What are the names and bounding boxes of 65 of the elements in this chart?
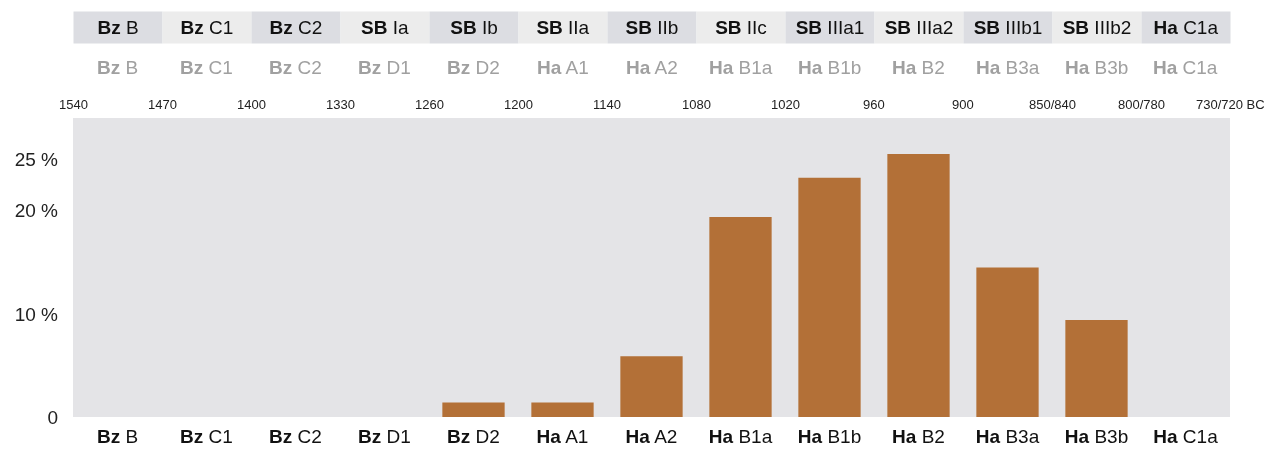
text: 1400 bbox=[237, 97, 266, 112]
x-tick-label: Ha B3b bbox=[1064, 426, 1129, 447]
text: Ha B3b bbox=[1065, 57, 1129, 78]
x-tick-label: Ha B1b bbox=[797, 426, 862, 447]
x-tick-label: Ha C1a bbox=[1153, 426, 1219, 447]
bar bbox=[798, 177, 861, 417]
y-tick-label: 10 % bbox=[14, 303, 59, 325]
text: Bz B bbox=[97, 17, 139, 38]
text: Ha B1b bbox=[798, 57, 862, 78]
text: 1200 bbox=[504, 97, 533, 112]
text: Ha A2 bbox=[626, 57, 678, 78]
x-tick-label: Bz D1 bbox=[358, 426, 411, 447]
text: SB Ia bbox=[361, 17, 409, 38]
bar bbox=[1065, 320, 1128, 417]
text: Ha B3a bbox=[976, 57, 1040, 78]
text: Ha A1 bbox=[537, 57, 589, 78]
y-tick-label: 25 % bbox=[14, 148, 59, 170]
text: SB Ib bbox=[450, 17, 498, 38]
text: SB IIIb2 bbox=[1062, 17, 1132, 38]
y-tick-label: 0 bbox=[47, 406, 58, 428]
text: 1020 bbox=[771, 97, 800, 112]
text: Ha C1a bbox=[1153, 17, 1219, 38]
text: 1330 bbox=[326, 97, 355, 112]
x-tick-label: Bz C1 bbox=[180, 426, 233, 447]
text: Ha B2 bbox=[892, 57, 945, 78]
bar bbox=[531, 402, 594, 417]
text: 1260 bbox=[415, 97, 444, 112]
text: Bz D2 bbox=[447, 57, 500, 78]
text: Bz B bbox=[97, 57, 139, 78]
x-tick-label: Ha B3a bbox=[975, 426, 1040, 447]
text: SB IIb bbox=[625, 17, 679, 38]
text: 800/780 bbox=[1118, 97, 1165, 112]
text: 730/720 BC bbox=[1196, 97, 1265, 112]
text: 850/840 bbox=[1029, 97, 1076, 112]
text: SB IIIa2 bbox=[884, 17, 954, 38]
text: SB IIIa1 bbox=[795, 17, 865, 38]
text: SB IIc bbox=[715, 17, 767, 38]
x-tick-label: Bz B bbox=[96, 426, 139, 447]
text: Bz C2 bbox=[269, 57, 322, 78]
text: 900 bbox=[952, 97, 974, 112]
x-tick-label: Ha B1a bbox=[708, 426, 773, 447]
bar bbox=[620, 356, 683, 417]
text: 1540 bbox=[59, 97, 88, 112]
bar bbox=[709, 216, 772, 417]
text: 960 bbox=[863, 97, 885, 112]
text: Bz C1 bbox=[180, 57, 233, 78]
x-tick-label: Ha A1 bbox=[536, 426, 589, 447]
text: Ha C1a bbox=[1153, 57, 1218, 78]
y-tick-label: 20 % bbox=[14, 200, 59, 222]
text: Bz C1 bbox=[180, 17, 234, 38]
text: Bz C2 bbox=[269, 17, 323, 38]
x-tick-label: Ha A2 bbox=[625, 426, 678, 447]
x-tick-label: Bz C2 bbox=[269, 426, 322, 447]
x-tick-label: Ha B2 bbox=[892, 426, 945, 447]
text: 1470 bbox=[148, 97, 177, 112]
text: Bz D1 bbox=[358, 57, 411, 78]
bar bbox=[442, 402, 505, 417]
bar bbox=[887, 154, 950, 417]
text: Ha B1a bbox=[709, 57, 773, 78]
text: 1080 bbox=[682, 97, 711, 112]
text: SB IIa bbox=[536, 17, 590, 38]
text: SB IIIb1 bbox=[973, 17, 1043, 38]
bar bbox=[976, 267, 1039, 417]
text: 1140 bbox=[593, 97, 621, 112]
x-tick-label: Bz D2 bbox=[447, 426, 500, 447]
